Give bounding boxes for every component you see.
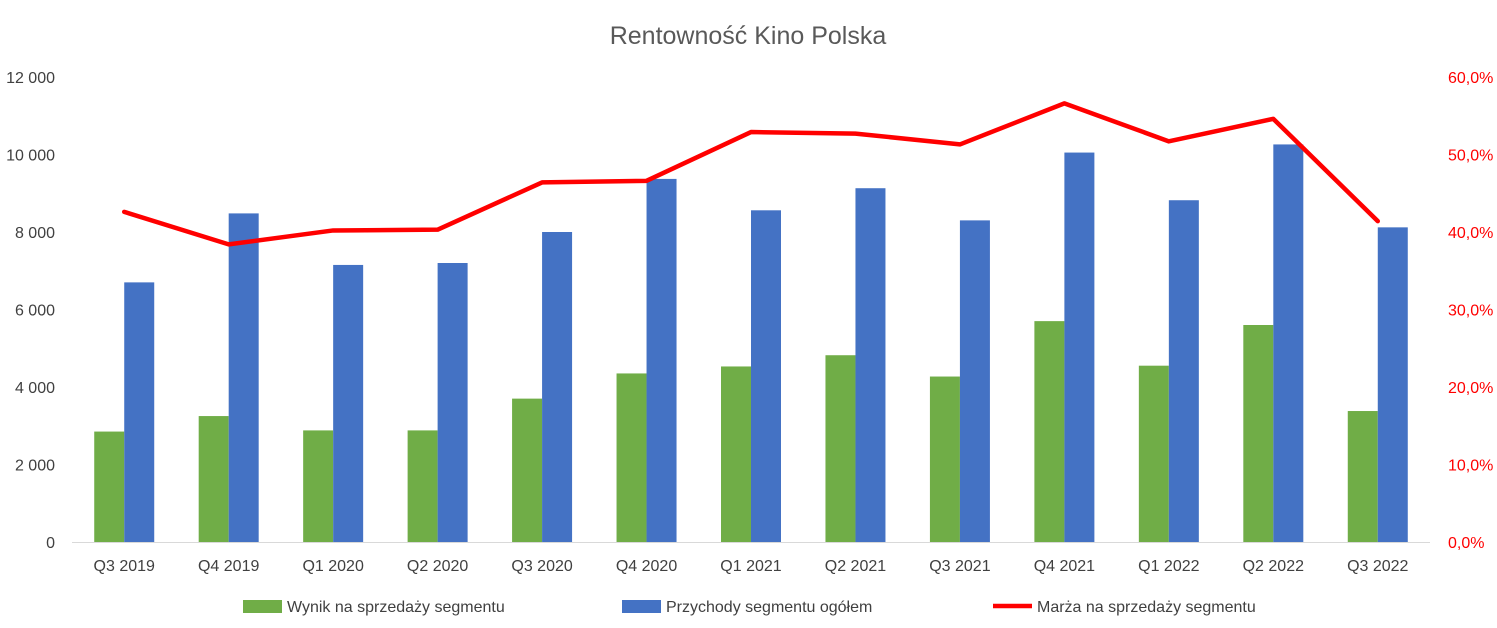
- bar-przychody: [124, 282, 155, 542]
- y-left-tick-label: 8 000: [15, 225, 55, 242]
- x-tick-label: Q2 2020: [407, 558, 468, 575]
- bar-przychody: [333, 264, 364, 542]
- x-tick-label: Q2 2021: [825, 558, 886, 575]
- legend-label: Wynik na sprzedaży segmentu: [287, 599, 505, 616]
- y-right-tick-label: 50,0%: [1448, 148, 1493, 165]
- bar-wynik: [303, 430, 334, 542]
- bar-przychody: [542, 232, 573, 542]
- bar-wynik: [1138, 365, 1169, 542]
- x-tick-label: Q4 2020: [616, 558, 677, 575]
- y-left-tick-label: 6 000: [15, 303, 55, 320]
- x-tick-label: Q3 2019: [94, 558, 155, 575]
- chart-title: Rentowność Kino Polska: [610, 22, 887, 50]
- y-right-tick-label: 20,0%: [1448, 380, 1493, 397]
- legend-label: Przychody segmentu ogółem: [666, 599, 872, 616]
- bar-wynik: [721, 366, 751, 542]
- y-right-tick-label: 30,0%: [1448, 303, 1493, 320]
- bar-wynik: [512, 398, 543, 542]
- bar-przychody: [959, 220, 990, 542]
- bar-przychody: [1064, 152, 1095, 542]
- y-left-tick-label: 12 000: [6, 70, 55, 87]
- legend-swatch: [243, 600, 282, 613]
- legend-swatch: [622, 600, 661, 613]
- bars: [94, 144, 1408, 543]
- x-tick-label: Q4 2019: [198, 558, 259, 575]
- bar-przychody: [1273, 144, 1304, 543]
- bar-wynik: [616, 373, 647, 542]
- y-right-axis: 0,0% 10,0% 20,0% 30,0% 40,0% 50,0% 60,0%: [1448, 70, 1493, 552]
- bar-wynik: [407, 430, 438, 542]
- x-tick-label: Q2 2022: [1243, 558, 1304, 575]
- y-right-tick-label: 0,0%: [1448, 535, 1484, 552]
- bar-przychody: [437, 263, 468, 542]
- legend-label: Marża na sprzedaży segmentu: [1037, 599, 1256, 616]
- y-right-tick-label: 10,0%: [1448, 458, 1493, 475]
- bar-wynik: [929, 376, 960, 542]
- x-tick-label: Q3 2022: [1347, 558, 1408, 575]
- x-tick-label: Q1 2022: [1138, 558, 1199, 575]
- bar-przychody: [1377, 227, 1408, 542]
- x-tick-label: Q1 2020: [302, 558, 363, 575]
- bar-przychody: [1168, 200, 1199, 542]
- bar-przychody: [855, 188, 886, 542]
- y-right-tick-label: 60,0%: [1448, 70, 1493, 87]
- x-tick-label: Q1 2021: [720, 558, 781, 575]
- bar-wynik: [1034, 321, 1065, 542]
- bar-wynik: [1347, 411, 1378, 542]
- bar-przychody: [646, 178, 677, 542]
- y-right-tick-label: 40,0%: [1448, 225, 1493, 242]
- margin-line: [121, 101, 1381, 247]
- x-tick-label: Q3 2021: [929, 558, 990, 575]
- x-tick-label: Q4 2021: [1034, 558, 1095, 575]
- y-left-tick-label: 0: [46, 535, 55, 552]
- line-series: [121, 101, 1381, 247]
- bar-wynik: [825, 355, 856, 542]
- bar-przychody: [228, 213, 259, 542]
- bar-wynik: [1243, 325, 1274, 542]
- y-left-axis: 0 2 000 4 000 6 000 8 000 10 000 12 000: [6, 70, 55, 552]
- bar-przychody: [751, 210, 781, 543]
- bar-wynik: [94, 431, 125, 542]
- y-left-tick-label: 10 000: [6, 148, 55, 165]
- y-left-tick-label: 4 000: [15, 380, 55, 397]
- y-left-tick-label: 2 000: [15, 458, 55, 475]
- bar-wynik: [198, 416, 229, 542]
- x-axis: Q3 2019 Q4 2019 Q1 2020 Q2 2020 Q3 2020 Q4 20…: [94, 558, 1409, 575]
- legend: Wynik na sprzedaży segmentu Przychody seg…: [243, 599, 1256, 616]
- x-tick-label: Q3 2020: [511, 558, 572, 575]
